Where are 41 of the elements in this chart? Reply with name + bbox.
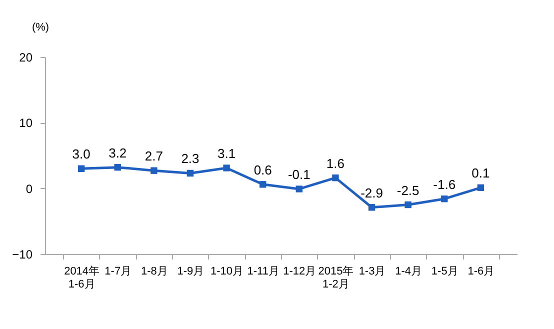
x-tick-label: 1-8月	[140, 266, 168, 278]
point	[114, 164, 121, 171]
data-label: 0.6	[254, 162, 272, 178]
x-tick-label: 1-10月	[210, 266, 244, 278]
y-tick-label: 20	[19, 50, 33, 64]
data-label: -1.6	[433, 176, 456, 192]
point	[404, 201, 412, 208]
data-label: 3.0	[72, 146, 90, 162]
point	[477, 184, 484, 192]
data-label: 0.1	[472, 166, 490, 181]
point	[441, 195, 448, 202]
y-tick-label: −10	[12, 248, 33, 262]
data-label: -0.1	[288, 166, 310, 182]
x-tick-label: 1-11月	[247, 266, 280, 278]
y-tick-label: 0	[26, 182, 33, 196]
x-tick-label: 2014年 1-6月	[64, 266, 100, 290]
point	[296, 186, 303, 192]
point	[78, 165, 85, 172]
x-tick-label: 1-4月	[395, 266, 422, 278]
x-tick-label: 1-7月	[104, 266, 132, 278]
data-label: -2.5	[396, 182, 420, 198]
data-label: 3.2	[108, 145, 127, 160]
data-label: 3.1	[218, 146, 236, 161]
x-tick-label: 1-5月	[431, 266, 458, 278]
y-tick-label: 10	[19, 116, 33, 130]
point	[332, 174, 339, 182]
data-label: -2.9	[360, 185, 383, 200]
data-label: 2.3	[181, 151, 200, 166]
point	[186, 170, 194, 177]
x-tick-label: 2015年 1-2月	[318, 266, 354, 290]
x-tick-label: 1-12月	[283, 266, 316, 278]
data-label: 2.7	[144, 148, 163, 164]
point	[368, 204, 376, 211]
point	[150, 167, 158, 174]
point	[223, 164, 230, 172]
x-tick-label: 1-6月	[468, 266, 495, 278]
x-tick-label: 1-9月	[177, 266, 204, 278]
point	[259, 181, 266, 188]
data-label: 1.6	[326, 156, 344, 171]
x-tick-label: 1-3月	[358, 266, 386, 278]
y-axis-title: (%)	[32, 22, 50, 34]
